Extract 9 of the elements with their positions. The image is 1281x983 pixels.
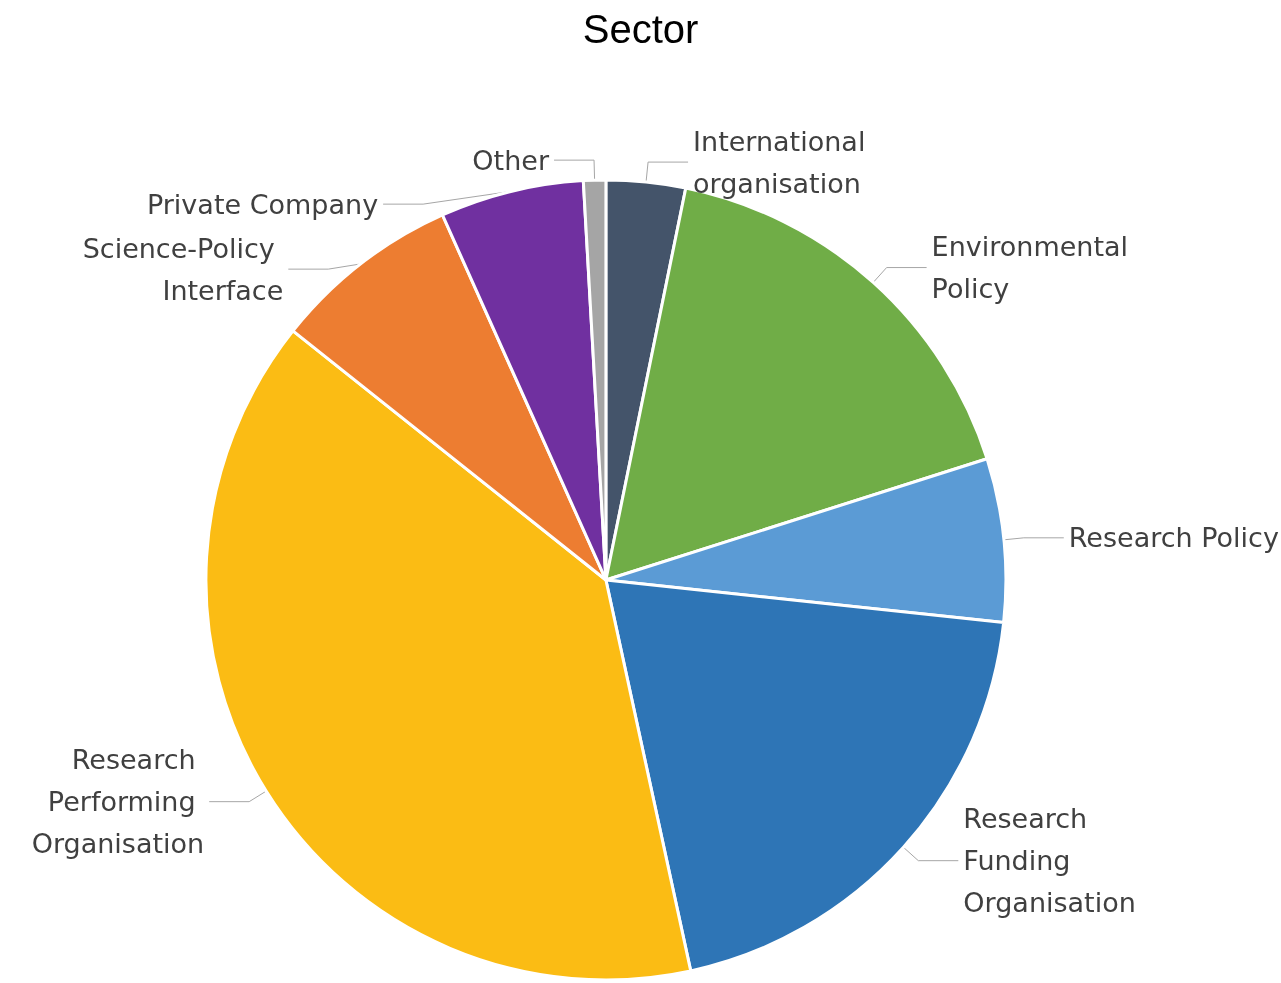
slice-label: Environmental Policy bbox=[931, 231, 1137, 305]
slice-label: Other bbox=[472, 144, 550, 176]
slice-label: Private Company bbox=[146, 188, 379, 220]
slice-label: International organisation bbox=[693, 125, 874, 199]
slice-label: Research Funding Organisation bbox=[963, 803, 1136, 919]
slice-label: Research Performing Organisation bbox=[31, 744, 205, 860]
chart-title: Sector bbox=[582, 7, 699, 51]
slice-label: Science-Policy Interface bbox=[82, 232, 284, 306]
slice-label: Research Policy bbox=[1068, 522, 1279, 554]
